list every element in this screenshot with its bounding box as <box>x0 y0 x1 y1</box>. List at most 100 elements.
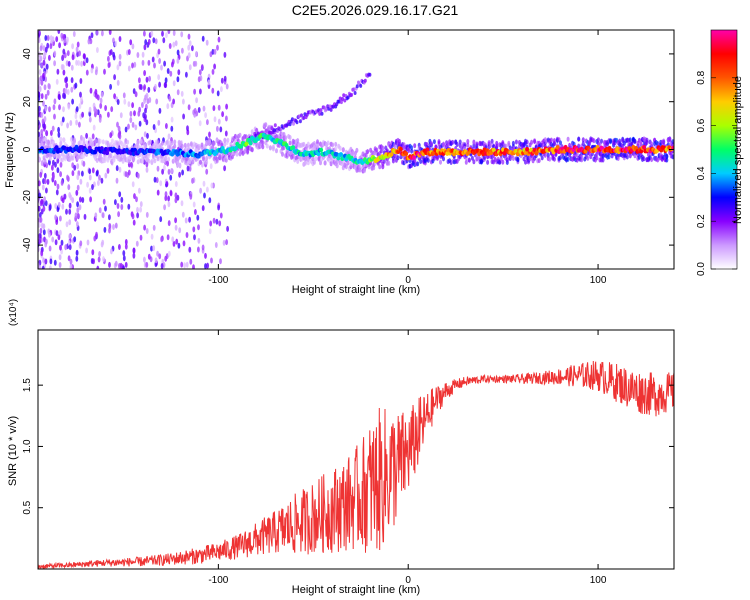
spectrogram-cell <box>375 147 379 153</box>
snr-x-axis: -100 0 100 <box>208 330 607 586</box>
spectrogram-cell <box>53 113 56 120</box>
spectrogram-cell <box>130 161 133 168</box>
spectrogram-cell <box>516 156 520 162</box>
spectrogram-cell <box>174 217 178 224</box>
spectrogram-y-tick-label: -40 <box>22 237 33 252</box>
spectrogram-cell <box>38 205 41 212</box>
spectrogram-cell <box>176 49 180 56</box>
spectrogram-cell <box>58 42 61 49</box>
spectrogram-cell <box>169 174 173 181</box>
spectrogram-cell <box>163 204 167 211</box>
spectrogram-cell <box>300 113 303 118</box>
snr-y-tick-label: 0.5 <box>22 500 33 514</box>
spectrogram-cell <box>86 181 89 188</box>
spectrogram-cell <box>208 197 212 204</box>
spectrogram-cell <box>61 54 65 61</box>
spectrogram-cell <box>64 77 67 84</box>
spectrogram-cell <box>164 191 168 198</box>
spectrogram-cell <box>158 107 162 114</box>
spectrogram-cell <box>74 113 78 120</box>
spectrogram-cell <box>172 240 176 247</box>
spectrogram-cell <box>581 137 585 143</box>
spectrogram-cell <box>162 37 166 44</box>
spectrogram-cell <box>40 198 44 205</box>
spectrogram-cell <box>81 197 85 203</box>
spectrogram-cell <box>346 95 350 100</box>
spectrogram-cell <box>44 200 48 207</box>
spectrogram-cell <box>123 141 127 147</box>
spectrogram-cell <box>183 142 187 148</box>
spectrogram-cell <box>211 68 215 75</box>
spectrogram-cell <box>311 156 315 162</box>
spectrogram-cell <box>40 250 44 257</box>
spectrogram-cell <box>143 70 147 76</box>
spectrogram-cell <box>152 124 156 130</box>
spectrogram-cell <box>296 138 300 144</box>
spectrogram-cell <box>64 244 68 251</box>
spectrogram-cell <box>319 160 322 166</box>
spectrogram-cell <box>98 153 102 159</box>
spectrogram-cell <box>86 239 90 246</box>
spectrogram-cell <box>77 60 81 66</box>
spectrogram-cell <box>131 62 134 69</box>
spectrogram-cell <box>132 247 136 254</box>
spectrogram-cell <box>226 225 230 232</box>
spectrogram-cell <box>60 179 64 186</box>
spectrogram-cell <box>189 258 193 265</box>
spectrogram-cell <box>466 142 470 148</box>
spectrogram-cell <box>144 107 147 114</box>
spectrogram-cell <box>530 139 534 145</box>
spectrogram-cell <box>220 77 224 84</box>
spectrogram-cell <box>152 245 156 252</box>
spectrogram-cell <box>188 246 192 253</box>
spectrogram-cell <box>147 253 151 260</box>
spectrogram-cell <box>188 64 192 71</box>
spectrogram-cell <box>126 139 130 145</box>
spectrogram-cell <box>45 187 48 194</box>
spectrogram-cell <box>164 77 168 84</box>
spectrogram-cell <box>124 261 128 268</box>
spectrogram-cell <box>42 223 46 230</box>
spectrogram-cell <box>45 238 48 245</box>
spectrogram-plot: -100 0 100 -40 -20 0 20 40 Height of straight … <box>4 29 675 296</box>
spectrogram-cell <box>284 135 288 141</box>
spectrogram-cell <box>217 36 221 43</box>
spectrogram-cell <box>88 168 92 175</box>
spectrogram-cell <box>213 116 217 123</box>
spectrogram-cell <box>218 154 222 160</box>
spectrogram-cell <box>156 156 160 162</box>
spectrogram-cell <box>355 147 359 153</box>
spectrogram-cell <box>53 60 56 67</box>
spectrogram-cell <box>302 115 306 120</box>
spectrogram-cell <box>225 239 229 246</box>
spectrogram-cell <box>48 204 52 211</box>
spectrogram-cell <box>156 165 160 172</box>
spectrogram-cell <box>153 62 156 69</box>
spectrogram-cell <box>139 138 143 144</box>
spectrogram-cell <box>68 219 72 226</box>
spectrogram-cell <box>341 97 344 101</box>
spectrogram-cell <box>56 183 60 190</box>
spectrogram-cell <box>158 58 162 64</box>
spectrogram-cell <box>119 112 123 119</box>
spectrogram-cell <box>158 81 162 88</box>
spectrogram-cell <box>216 44 219 51</box>
spectrogram-cell <box>404 151 409 157</box>
spectrogram-cell <box>201 205 205 212</box>
spectrogram-cell <box>39 227 43 234</box>
spectrogram-cell <box>58 94 61 101</box>
spectrogram-cell <box>212 105 216 112</box>
spectrogram-cell <box>222 239 226 246</box>
spectrogram-cell <box>171 61 174 68</box>
spectrogram-cell <box>197 107 201 113</box>
spectrogram-cell <box>217 118 221 125</box>
colorbar-frame <box>710 29 738 270</box>
spectrogram-cell <box>38 105 41 112</box>
spectrogram-cell <box>188 40 192 47</box>
spectrogram-cell <box>76 163 80 170</box>
spectrogram-cell <box>501 159 505 165</box>
spectrogram-cell <box>145 161 149 168</box>
spectrogram-cell <box>105 150 110 156</box>
spectrogram-cell <box>91 249 95 256</box>
spectrogram-cell <box>432 139 436 145</box>
